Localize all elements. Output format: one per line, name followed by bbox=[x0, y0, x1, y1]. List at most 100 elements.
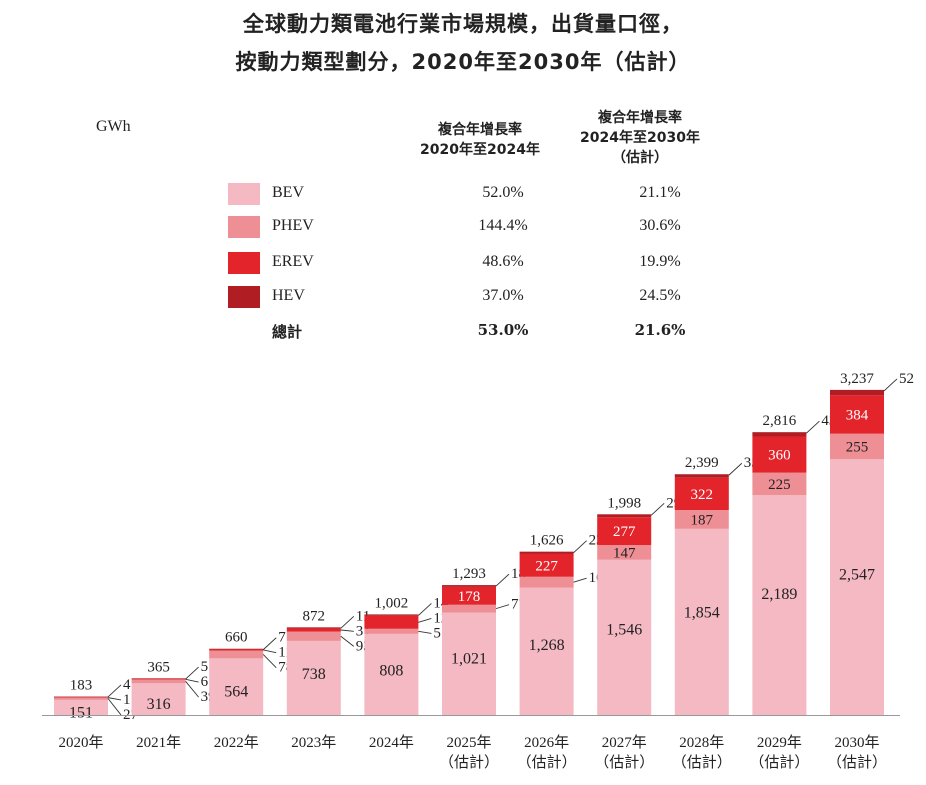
bar-phev-3 bbox=[286, 631, 341, 641]
callout-line-phev-5 bbox=[495, 604, 510, 610]
callout-line-phev-3 bbox=[340, 635, 355, 647]
bar-phev-8 bbox=[674, 510, 729, 529]
bar-erev-2 bbox=[209, 649, 264, 651]
legend-label-bev: BEV bbox=[272, 184, 304, 201]
cagr-header-2-line-1: 複合年增長率 bbox=[598, 110, 682, 126]
bar-phev-6 bbox=[519, 576, 574, 588]
bar-hev-5 bbox=[442, 585, 496, 587]
bar-bev-0 bbox=[54, 699, 108, 715]
cagr-header-1-line-1: 複合年增長率 bbox=[438, 122, 522, 138]
bar-bev-1 bbox=[131, 683, 186, 715]
x-tick-sublabel-8: （估計） bbox=[672, 754, 732, 771]
value-label-hev-1: 6 bbox=[201, 674, 209, 690]
x-tick-sublabel-7: （估計） bbox=[594, 754, 654, 771]
cagr-header-1-line-2: 2020年至2024年 bbox=[420, 142, 540, 158]
value-label-bev-9: 2,189 bbox=[761, 586, 797, 603]
callout-line-erev-2 bbox=[263, 649, 277, 654]
legend-label-phev: PHEV bbox=[272, 217, 314, 234]
legend-swatch-hev bbox=[228, 286, 260, 308]
x-tick-label-3: 2023年 bbox=[291, 734, 336, 751]
total-label-1: 365 bbox=[147, 659, 170, 675]
legend-swatch-phev bbox=[228, 216, 260, 238]
bar-bev-10 bbox=[830, 459, 884, 715]
callout-line-hev-7 bbox=[650, 502, 665, 516]
legend-cagr1-phev: 144.4% bbox=[478, 217, 528, 234]
value-label-phev-7: 147 bbox=[613, 545, 636, 561]
chart-title-line-2: 按動力類型劃分，2020年至2030年（估計） bbox=[235, 50, 691, 74]
legend-row-total: 總計 53.0% 21.6% bbox=[228, 320, 748, 344]
callout-line-hev-9 bbox=[806, 420, 820, 434]
value-label-bev-1: 316 bbox=[147, 696, 171, 713]
bar-hev-4 bbox=[364, 614, 419, 616]
callout-line-phev-2 bbox=[262, 654, 277, 669]
callout-line-hev-2 bbox=[262, 637, 277, 651]
total-label-5: 1,293 bbox=[452, 566, 486, 582]
callout-line-hev-1 bbox=[185, 678, 199, 683]
bar-hev-9 bbox=[752, 432, 807, 437]
bar-bev-8 bbox=[674, 528, 729, 715]
total-label-0: 183 bbox=[70, 678, 93, 694]
legend-row-hev: HEV 37.0% 24.5% bbox=[228, 286, 748, 310]
legend-cagr1-erev: 48.6% bbox=[482, 253, 524, 270]
legend-row-erev: EREV 48.6% 19.9% bbox=[228, 252, 748, 276]
value-label-bev-10: 2,547 bbox=[839, 566, 875, 583]
total-label-8: 2,399 bbox=[685, 455, 719, 471]
value-label-erev-6: 227 bbox=[535, 558, 558, 574]
legend-cagr1-total: 53.0% bbox=[477, 321, 529, 339]
total-label-9: 2,816 bbox=[763, 413, 797, 429]
callout-line-hev-8 bbox=[728, 462, 743, 476]
bar-hev-0 bbox=[54, 696, 108, 698]
bar-hev-2 bbox=[209, 648, 264, 650]
callout-line-phev-4 bbox=[418, 630, 432, 634]
callout-line-hev-4 bbox=[418, 603, 432, 616]
legend-row-phev: PHEV 144.4% 30.6% bbox=[228, 216, 748, 240]
bar-phev-5 bbox=[442, 604, 496, 613]
cagr-header-2-line-3: （估計） bbox=[612, 150, 668, 166]
cagr-header-2024-2030: 複合年增長率 2024年至2030年 （估計） bbox=[555, 108, 725, 168]
total-label-6: 1,626 bbox=[530, 533, 564, 549]
value-label-bev-2: 564 bbox=[224, 684, 248, 701]
bar-hev-10 bbox=[830, 389, 884, 396]
legend-row-bev: BEV 52.0% 21.1% bbox=[228, 183, 748, 207]
x-tick-sublabel-9: （估計） bbox=[749, 754, 809, 771]
x-tick-label-6: 2026年 bbox=[524, 734, 569, 751]
x-tick-label-4: 2024年 bbox=[369, 734, 414, 751]
bar-erev-7 bbox=[597, 517, 652, 546]
value-label-bev-7: 1,546 bbox=[606, 622, 642, 639]
cagr-header-2-line-2: 2024年至2030年 bbox=[580, 130, 700, 146]
legend-label-total: 總計 bbox=[272, 323, 303, 341]
x-tick-label-2: 2022年 bbox=[214, 734, 259, 751]
value-label-bev-5: 1,021 bbox=[451, 651, 487, 668]
x-tick-label-10: 2030年 bbox=[834, 734, 879, 751]
total-label-3: 872 bbox=[303, 608, 326, 624]
bar-erev-8 bbox=[674, 477, 729, 511]
value-label-hev-10: 52 bbox=[899, 371, 914, 387]
value-label-bev-3: 738 bbox=[302, 666, 326, 683]
bar-phev-2 bbox=[209, 650, 264, 659]
value-label-erev-7: 277 bbox=[613, 524, 636, 540]
bar-bev-2 bbox=[209, 658, 264, 715]
unit-label: GWh bbox=[96, 118, 131, 135]
total-label-10: 3,237 bbox=[840, 371, 874, 387]
bar-bev-4 bbox=[364, 633, 419, 715]
value-label-bev-6: 1,268 bbox=[529, 637, 565, 654]
value-label-bev-4: 808 bbox=[379, 662, 403, 679]
cagr-header-2020-2024: 複合年增長率 2020年至2024年 bbox=[400, 120, 560, 160]
bar-erev-3 bbox=[286, 628, 341, 632]
bar-phev-9 bbox=[752, 472, 807, 496]
x-tick-label-1: 2021年 bbox=[136, 734, 181, 751]
x-tick-sublabel-5: （估計） bbox=[439, 754, 499, 771]
value-label-erev-8: 322 bbox=[691, 487, 714, 503]
callout-line-hev-10 bbox=[883, 378, 898, 392]
total-label-2: 660 bbox=[225, 630, 248, 646]
legend-cagr2-hev: 24.5% bbox=[639, 287, 681, 304]
bar-erev-9 bbox=[752, 436, 807, 473]
x-tick-label-5: 2025年 bbox=[446, 734, 491, 751]
bar-hev-1 bbox=[131, 678, 186, 679]
callout-line-hev-6 bbox=[573, 540, 587, 553]
legend-swatch-erev bbox=[228, 252, 260, 274]
value-label-erev-5: 178 bbox=[458, 589, 481, 605]
bar-erev-5 bbox=[442, 586, 496, 605]
bar-hev-8 bbox=[674, 474, 729, 478]
value-label-hev-2: 7 bbox=[278, 630, 286, 646]
